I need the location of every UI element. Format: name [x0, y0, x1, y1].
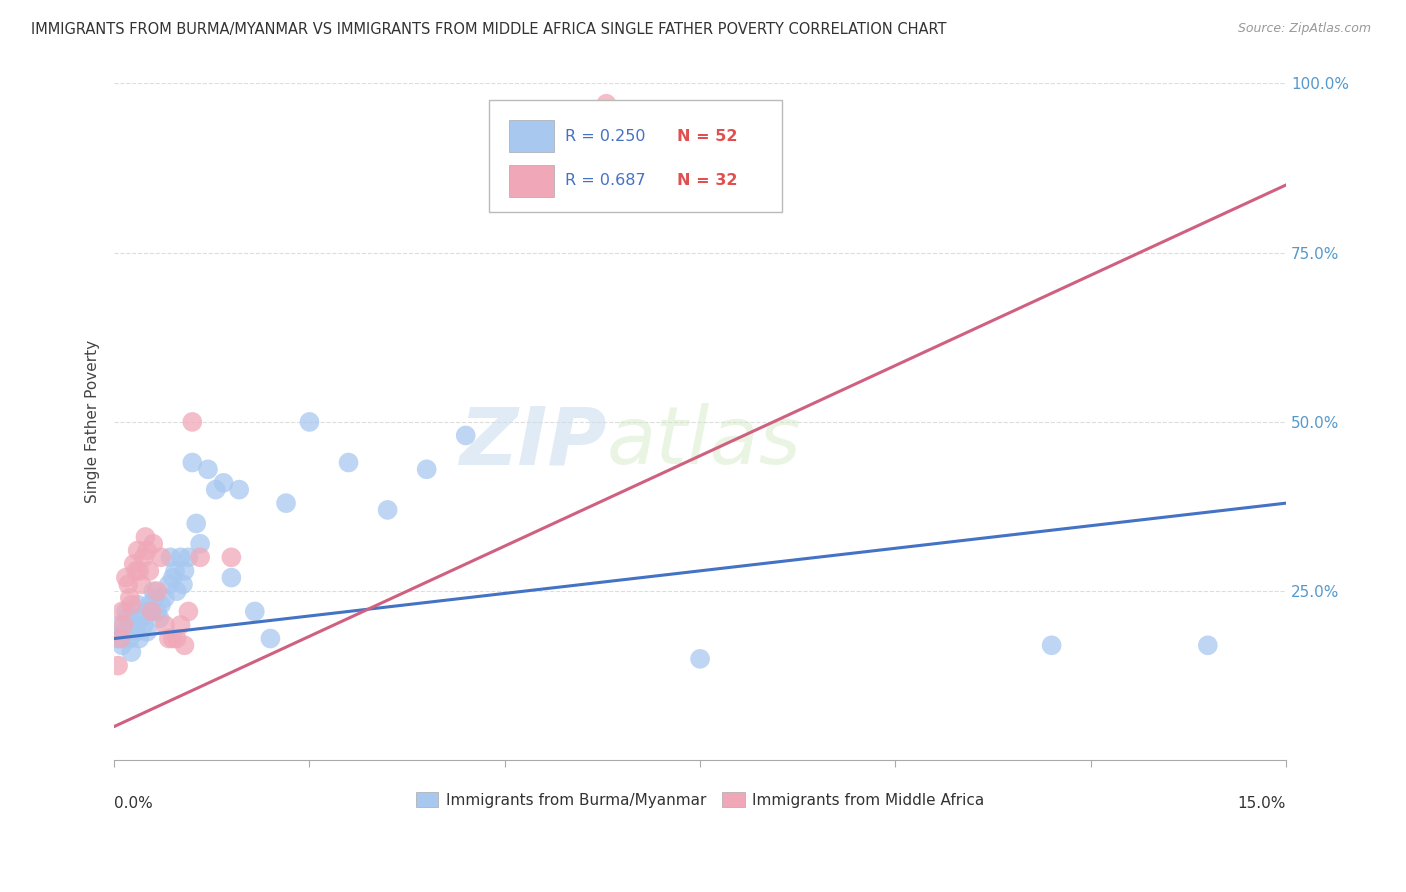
- Legend: Immigrants from Burma/Myanmar, Immigrants from Middle Africa: Immigrants from Burma/Myanmar, Immigrant…: [409, 786, 991, 814]
- Point: [228, 483, 250, 497]
- Point: [204, 483, 226, 497]
- Point: [131, 577, 153, 591]
- Point: [111, 638, 134, 652]
- Point: [1197, 638, 1219, 652]
- Point: [173, 638, 195, 652]
- Text: ZIP: ZIP: [458, 403, 606, 481]
- Point: [132, 550, 155, 565]
- Point: [120, 645, 142, 659]
- Text: R = 0.687: R = 0.687: [565, 173, 645, 188]
- Point: [128, 632, 150, 646]
- Point: [157, 577, 180, 591]
- Point: [134, 604, 156, 618]
- Point: [177, 550, 200, 565]
- Point: [166, 632, 188, 646]
- Point: [259, 632, 281, 646]
- Text: 15.0%: 15.0%: [1237, 796, 1286, 811]
- Point: [111, 604, 134, 618]
- Point: [127, 543, 149, 558]
- Point: [125, 564, 148, 578]
- Text: Source: ZipAtlas.com: Source: ZipAtlas.com: [1237, 22, 1371, 36]
- Point: [169, 618, 191, 632]
- Point: [136, 543, 159, 558]
- Point: [125, 624, 148, 639]
- Point: [689, 652, 711, 666]
- Point: [118, 632, 141, 646]
- Point: [122, 618, 145, 632]
- Point: [162, 571, 184, 585]
- Point: [143, 591, 166, 605]
- Point: [150, 598, 173, 612]
- Point: [115, 571, 138, 585]
- Text: atlas: atlas: [606, 403, 801, 481]
- Point: [150, 550, 173, 565]
- Point: [159, 550, 181, 565]
- Point: [186, 516, 208, 531]
- FancyBboxPatch shape: [509, 165, 554, 197]
- Point: [117, 577, 139, 591]
- Text: R = 0.250: R = 0.250: [565, 128, 645, 144]
- Point: [110, 632, 132, 646]
- Text: IMMIGRANTS FROM BURMA/MYANMAR VS IMMIGRANTS FROM MIDDLE AFRICA SINGLE FATHER POV: IMMIGRANTS FROM BURMA/MYANMAR VS IMMIGRA…: [31, 22, 946, 37]
- Point: [298, 415, 321, 429]
- Point: [142, 584, 165, 599]
- Point: [454, 428, 477, 442]
- Point: [107, 658, 129, 673]
- Point: [197, 462, 219, 476]
- Point: [415, 462, 437, 476]
- Point: [221, 571, 243, 585]
- Point: [177, 604, 200, 618]
- Point: [117, 611, 139, 625]
- Point: [173, 564, 195, 578]
- Point: [166, 584, 188, 599]
- Point: [188, 550, 211, 565]
- Point: [148, 611, 170, 625]
- Point: [120, 598, 142, 612]
- Point: [243, 604, 266, 618]
- Point: [122, 557, 145, 571]
- Point: [110, 618, 132, 632]
- Point: [112, 618, 135, 632]
- Point: [131, 611, 153, 625]
- Point: [188, 537, 211, 551]
- FancyBboxPatch shape: [489, 101, 782, 212]
- Point: [112, 624, 135, 639]
- Point: [141, 604, 163, 618]
- Point: [274, 496, 297, 510]
- Point: [221, 550, 243, 565]
- Point: [132, 618, 155, 632]
- Point: [165, 564, 187, 578]
- FancyBboxPatch shape: [509, 120, 554, 153]
- Point: [157, 632, 180, 646]
- Point: [169, 550, 191, 565]
- Point: [138, 564, 160, 578]
- Point: [377, 503, 399, 517]
- Point: [127, 598, 149, 612]
- Point: [162, 632, 184, 646]
- Point: [153, 618, 176, 632]
- Point: [595, 96, 617, 111]
- Point: [136, 624, 159, 639]
- Point: [212, 475, 235, 490]
- Point: [181, 456, 204, 470]
- Point: [153, 591, 176, 605]
- Point: [142, 537, 165, 551]
- Point: [1040, 638, 1063, 652]
- Point: [146, 604, 169, 618]
- Point: [115, 604, 138, 618]
- Text: N = 32: N = 32: [676, 173, 737, 188]
- Point: [118, 591, 141, 605]
- Point: [141, 604, 163, 618]
- Text: N = 52: N = 52: [676, 128, 737, 144]
- Point: [107, 632, 129, 646]
- Point: [134, 530, 156, 544]
- Point: [181, 415, 204, 429]
- Point: [172, 577, 194, 591]
- Y-axis label: Single Father Poverty: Single Father Poverty: [86, 341, 100, 503]
- Text: 0.0%: 0.0%: [114, 796, 153, 811]
- Point: [128, 564, 150, 578]
- Point: [146, 584, 169, 599]
- Point: [337, 456, 360, 470]
- Point: [138, 598, 160, 612]
